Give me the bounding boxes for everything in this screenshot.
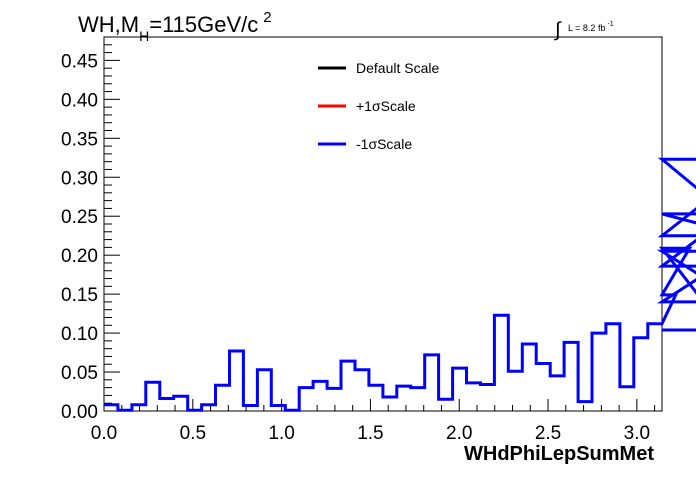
x-axis-label: WHdPhiLepSumMet: [464, 443, 654, 465]
y-tick-label: 0.35: [61, 129, 98, 150]
chart-title: WH,MH=115GeV/c 2: [78, 9, 272, 44]
legend-label: +1σScale: [356, 98, 416, 114]
integral-sign: ∫: [554, 19, 562, 41]
y-tick-label: 0.30: [61, 168, 98, 189]
x-tick-label: 3.0: [624, 423, 650, 444]
legend-label: Default Scale: [356, 60, 439, 76]
y-tick-label: 0.40: [61, 90, 98, 111]
y-tick-label: 0.25: [61, 207, 98, 228]
x-tick-label: 2.0: [446, 423, 472, 444]
x-axis: 0.0 0.5 1.0 1.5 2.0 2.5 3.0: [91, 399, 656, 444]
y-tick-label: 0.05: [61, 363, 98, 384]
y-tick-label: 0.20: [61, 246, 98, 267]
y-tick-label: 0.00: [61, 402, 98, 423]
legend-label: -1σScale: [356, 136, 412, 152]
x-tick-label: 2.5: [535, 423, 561, 444]
y-tick-label: 0.10: [61, 324, 98, 345]
series-line-minus1sigma: [104, 157, 696, 412]
y-tick-label: 0.45: [61, 51, 98, 72]
y-tick-label: 0.15: [61, 285, 98, 306]
x-tick-label: 0.0: [91, 423, 117, 444]
x-tick-label: 1.5: [357, 423, 383, 444]
y-axis: 0.00 0.05 0.10 0.15 0.20 0.25 0.30 0.35 0.40 0.45: [61, 44, 120, 423]
x-tick-label: 0.5: [180, 423, 206, 444]
lumi-label: L = 8.2 fb -1: [568, 21, 614, 33]
legend: Default Scale +1σScale -1σScale: [318, 60, 439, 152]
x-tick-label: 1.0: [268, 423, 294, 444]
